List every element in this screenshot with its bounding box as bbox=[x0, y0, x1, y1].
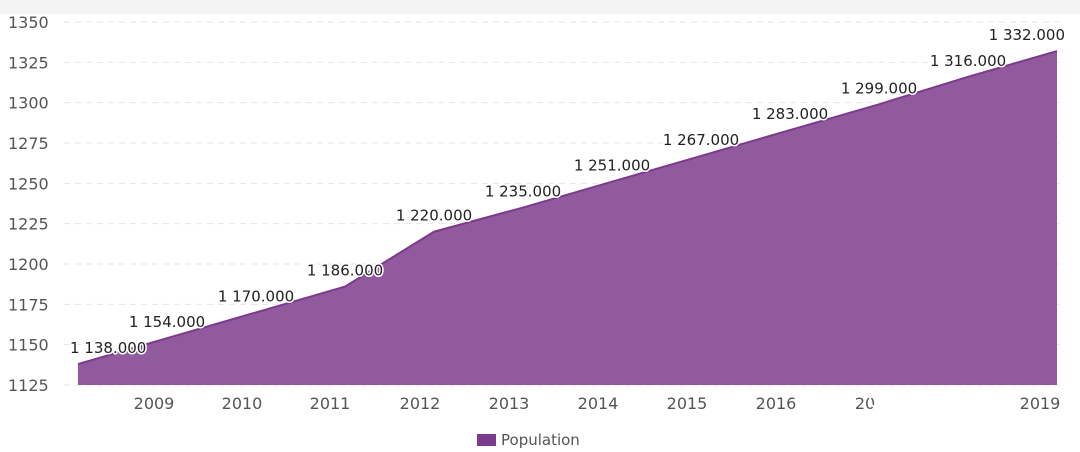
data-label: 1 138.000 bbox=[70, 339, 146, 357]
x-tick-label: 2011 bbox=[310, 394, 351, 413]
wechat-icon bbox=[869, 390, 900, 415]
data-label: 1 251.000 bbox=[574, 157, 650, 175]
y-tick-label: 1225 bbox=[8, 215, 49, 234]
series-area bbox=[78, 51, 1057, 385]
y-tick-label: 1275 bbox=[8, 134, 49, 153]
data-label: 1 332.000 bbox=[989, 26, 1065, 44]
y-tick-label: 1175 bbox=[8, 295, 49, 314]
y-axis: 1125 1150 1175 1200 1225 1250 1275 1300 1325 1350 bbox=[8, 13, 49, 395]
x-tick-label: 2015 bbox=[667, 394, 708, 413]
watermark-text: 印度Achha bbox=[908, 392, 1016, 416]
legend-label: Population bbox=[501, 431, 580, 449]
y-tick-label: 1200 bbox=[8, 255, 49, 274]
data-label: 1 220.000 bbox=[396, 207, 472, 225]
y-tick-label: 1350 bbox=[8, 13, 49, 32]
data-label: 1 283.000 bbox=[752, 105, 828, 123]
x-tick-label: 2016 bbox=[756, 394, 797, 413]
area-layer bbox=[77, 50, 1058, 385]
data-label: 1 186.000 bbox=[307, 262, 383, 280]
y-tick-label: 1125 bbox=[8, 376, 49, 395]
y-tick-label: 1250 bbox=[8, 174, 49, 193]
data-label: 1 267.000 bbox=[663, 131, 739, 149]
data-label: 1 154.000 bbox=[129, 313, 205, 331]
data-label: 1 170.000 bbox=[218, 287, 294, 305]
x-tick-label: 2009 bbox=[134, 394, 175, 413]
data-labels: 1 138.000 1 154.000 1 170.000 1 186.000 1 22… bbox=[69, 25, 1067, 359]
legend-swatch bbox=[477, 434, 496, 446]
top-band bbox=[0, 0, 1080, 14]
y-tick-label: 1325 bbox=[8, 53, 49, 72]
watermark: 印度Achha bbox=[868, 388, 1015, 418]
x-tick-label: 2010 bbox=[222, 394, 263, 413]
data-label: 1 299.000 bbox=[841, 79, 917, 97]
x-tick-label: 2014 bbox=[578, 394, 619, 413]
data-label: 1 235.000 bbox=[485, 183, 561, 201]
series-line bbox=[77, 50, 1058, 365]
data-label: 1 316.000 bbox=[930, 52, 1006, 70]
legend[interactable]: Population bbox=[477, 430, 580, 450]
y-tick-label: 1300 bbox=[8, 94, 49, 113]
x-tick-label: 2013 bbox=[489, 394, 530, 413]
y-tick-label: 1150 bbox=[8, 336, 49, 355]
x-axis: 2009 2010 2011 2012 2013 2014 2015 2016 20 2019 bbox=[134, 394, 1061, 413]
x-tick-label: 2012 bbox=[400, 394, 441, 413]
x-tick-label: 2019 bbox=[1020, 394, 1061, 413]
